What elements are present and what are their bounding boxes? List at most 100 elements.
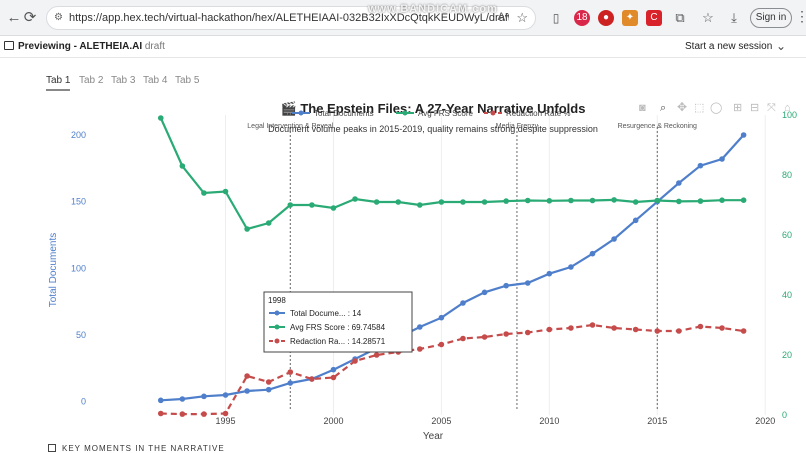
data-point[interactable]: [222, 188, 229, 195]
data-point[interactable]: [287, 380, 294, 386]
data-point[interactable]: [654, 197, 661, 204]
data-point[interactable]: [503, 282, 509, 289]
data-point[interactable]: [265, 379, 272, 385]
data-point[interactable]: [632, 199, 639, 205]
data-point[interactable]: [503, 331, 509, 337]
data-point[interactable]: [589, 322, 596, 328]
data-point[interactable]: [719, 156, 725, 162]
data-point[interactable]: [524, 329, 531, 336]
data-point[interactable]: [438, 341, 445, 348]
data-point[interactable]: [740, 197, 747, 203]
tab-4[interactable]: Tab 4: [143, 75, 168, 86]
data-point[interactable]: [568, 264, 574, 270]
data-point[interactable]: [503, 198, 509, 204]
data-point[interactable]: [697, 162, 704, 169]
data-point[interactable]: [524, 197, 531, 204]
data-point[interactable]: [654, 328, 661, 334]
tab-5[interactable]: Tab 5: [175, 75, 200, 86]
site-info-icon[interactable]: ⚙: [54, 12, 63, 23]
legend-entry[interactable]: Avg FRS Score: [418, 109, 474, 118]
data-point[interactable]: [611, 197, 617, 203]
data-point[interactable]: [438, 199, 445, 205]
data-point[interactable]: [438, 314, 445, 321]
data-point[interactable]: [201, 411, 207, 417]
data-point[interactable]: [179, 396, 186, 402]
data-point[interactable]: [719, 325, 725, 331]
data-point[interactable]: [460, 335, 466, 342]
data-point[interactable]: [568, 325, 574, 331]
data-point[interactable]: [330, 366, 337, 373]
data-point[interactable]: [589, 197, 596, 204]
camera-icon[interactable]: ◙: [639, 102, 646, 114]
fox-extension-icon[interactable]: ✦: [622, 10, 638, 26]
data-point[interactable]: [244, 373, 250, 379]
pan-icon[interactable]: ✥: [677, 100, 687, 114]
data-point[interactable]: [460, 300, 466, 306]
downloads-icon[interactable]: ⤓: [731, 10, 737, 25]
data-point[interactable]: [676, 198, 682, 205]
data-point[interactable]: [546, 270, 553, 277]
data-point[interactable]: [265, 220, 272, 226]
favorite-star-icon[interactable]: ☆: [516, 10, 528, 25]
read-aloud-icon[interactable]: Aᵃ: [497, 11, 509, 23]
c-extension-icon[interactable]: C: [646, 10, 662, 26]
zoom-in-icon[interactable]: ⊞: [733, 102, 742, 114]
data-point[interactable]: [330, 205, 337, 211]
data-point[interactable]: [222, 410, 229, 417]
url-text[interactable]: https://app.hex.tech/virtual-hackathon/h…: [69, 12, 509, 24]
data-point[interactable]: [157, 397, 164, 404]
menu-dots-icon[interactable]: ⋮: [795, 8, 806, 24]
sign-in-button[interactable]: Sign in: [750, 8, 792, 28]
data-point[interactable]: [373, 352, 380, 358]
data-point[interactable]: [157, 115, 164, 121]
data-point[interactable]: [589, 250, 596, 257]
data-point[interactable]: [632, 326, 639, 333]
extensions-puzzle-icon[interactable]: ⧉: [675, 10, 685, 25]
data-point[interactable]: [157, 410, 164, 417]
legend-entry[interactable]: Total Documents: [314, 109, 374, 118]
data-point[interactable]: [719, 197, 725, 203]
legend-entry[interactable]: Redaction Rate %: [506, 109, 570, 118]
section-checkbox-icon[interactable]: [48, 444, 56, 452]
back-icon[interactable]: ←: [6, 9, 22, 26]
data-point[interactable]: [697, 323, 704, 330]
reset-home-icon[interactable]: ⌂: [784, 102, 791, 114]
data-point[interactable]: [309, 202, 315, 208]
series-line[interactable]: [159, 117, 744, 231]
favorites-icon[interactable]: ☆: [702, 10, 714, 25]
data-point[interactable]: [373, 199, 380, 205]
data-point[interactable]: [460, 199, 466, 205]
data-point[interactable]: [546, 198, 553, 204]
data-point[interactable]: [201, 393, 207, 400]
chevron-down-icon[interactable]: ⌄: [776, 39, 787, 53]
reload-icon[interactable]: ⟳: [23, 9, 37, 26]
data-point[interactable]: [352, 196, 358, 202]
data-point[interactable]: [309, 376, 315, 382]
data-point[interactable]: [524, 280, 531, 286]
series-line[interactable]: [160, 323, 744, 416]
data-point[interactable]: [179, 163, 186, 169]
data-point[interactable]: [481, 289, 488, 296]
tomato-extension-icon[interactable]: ●: [598, 10, 614, 26]
data-point[interactable]: [632, 217, 639, 224]
data-point[interactable]: [697, 198, 704, 204]
data-point[interactable]: [395, 199, 402, 205]
data-point[interactable]: [481, 334, 488, 340]
data-point[interactable]: [611, 325, 617, 331]
data-point[interactable]: [201, 190, 207, 196]
data-point[interactable]: [740, 132, 747, 138]
autoscale-icon[interactable]: ⤧: [767, 102, 776, 114]
data-point[interactable]: [417, 346, 423, 352]
data-point[interactable]: [417, 324, 423, 330]
data-point[interactable]: [287, 202, 294, 208]
data-point[interactable]: [676, 328, 682, 334]
address-bar[interactable]: ⚙ https://app.hex.tech/virtual-hackathon…: [46, 6, 536, 30]
data-point[interactable]: [222, 392, 229, 398]
data-point[interactable]: [265, 386, 272, 393]
new-session-button[interactable]: Start a new session: [685, 41, 773, 52]
zoom-out-icon[interactable]: ⊟: [750, 102, 759, 114]
data-point[interactable]: [330, 374, 337, 381]
data-point[interactable]: [740, 328, 747, 334]
tab-1[interactable]: Tab 1: [46, 75, 71, 91]
zoom-icon[interactable]: ⌕: [660, 102, 666, 114]
